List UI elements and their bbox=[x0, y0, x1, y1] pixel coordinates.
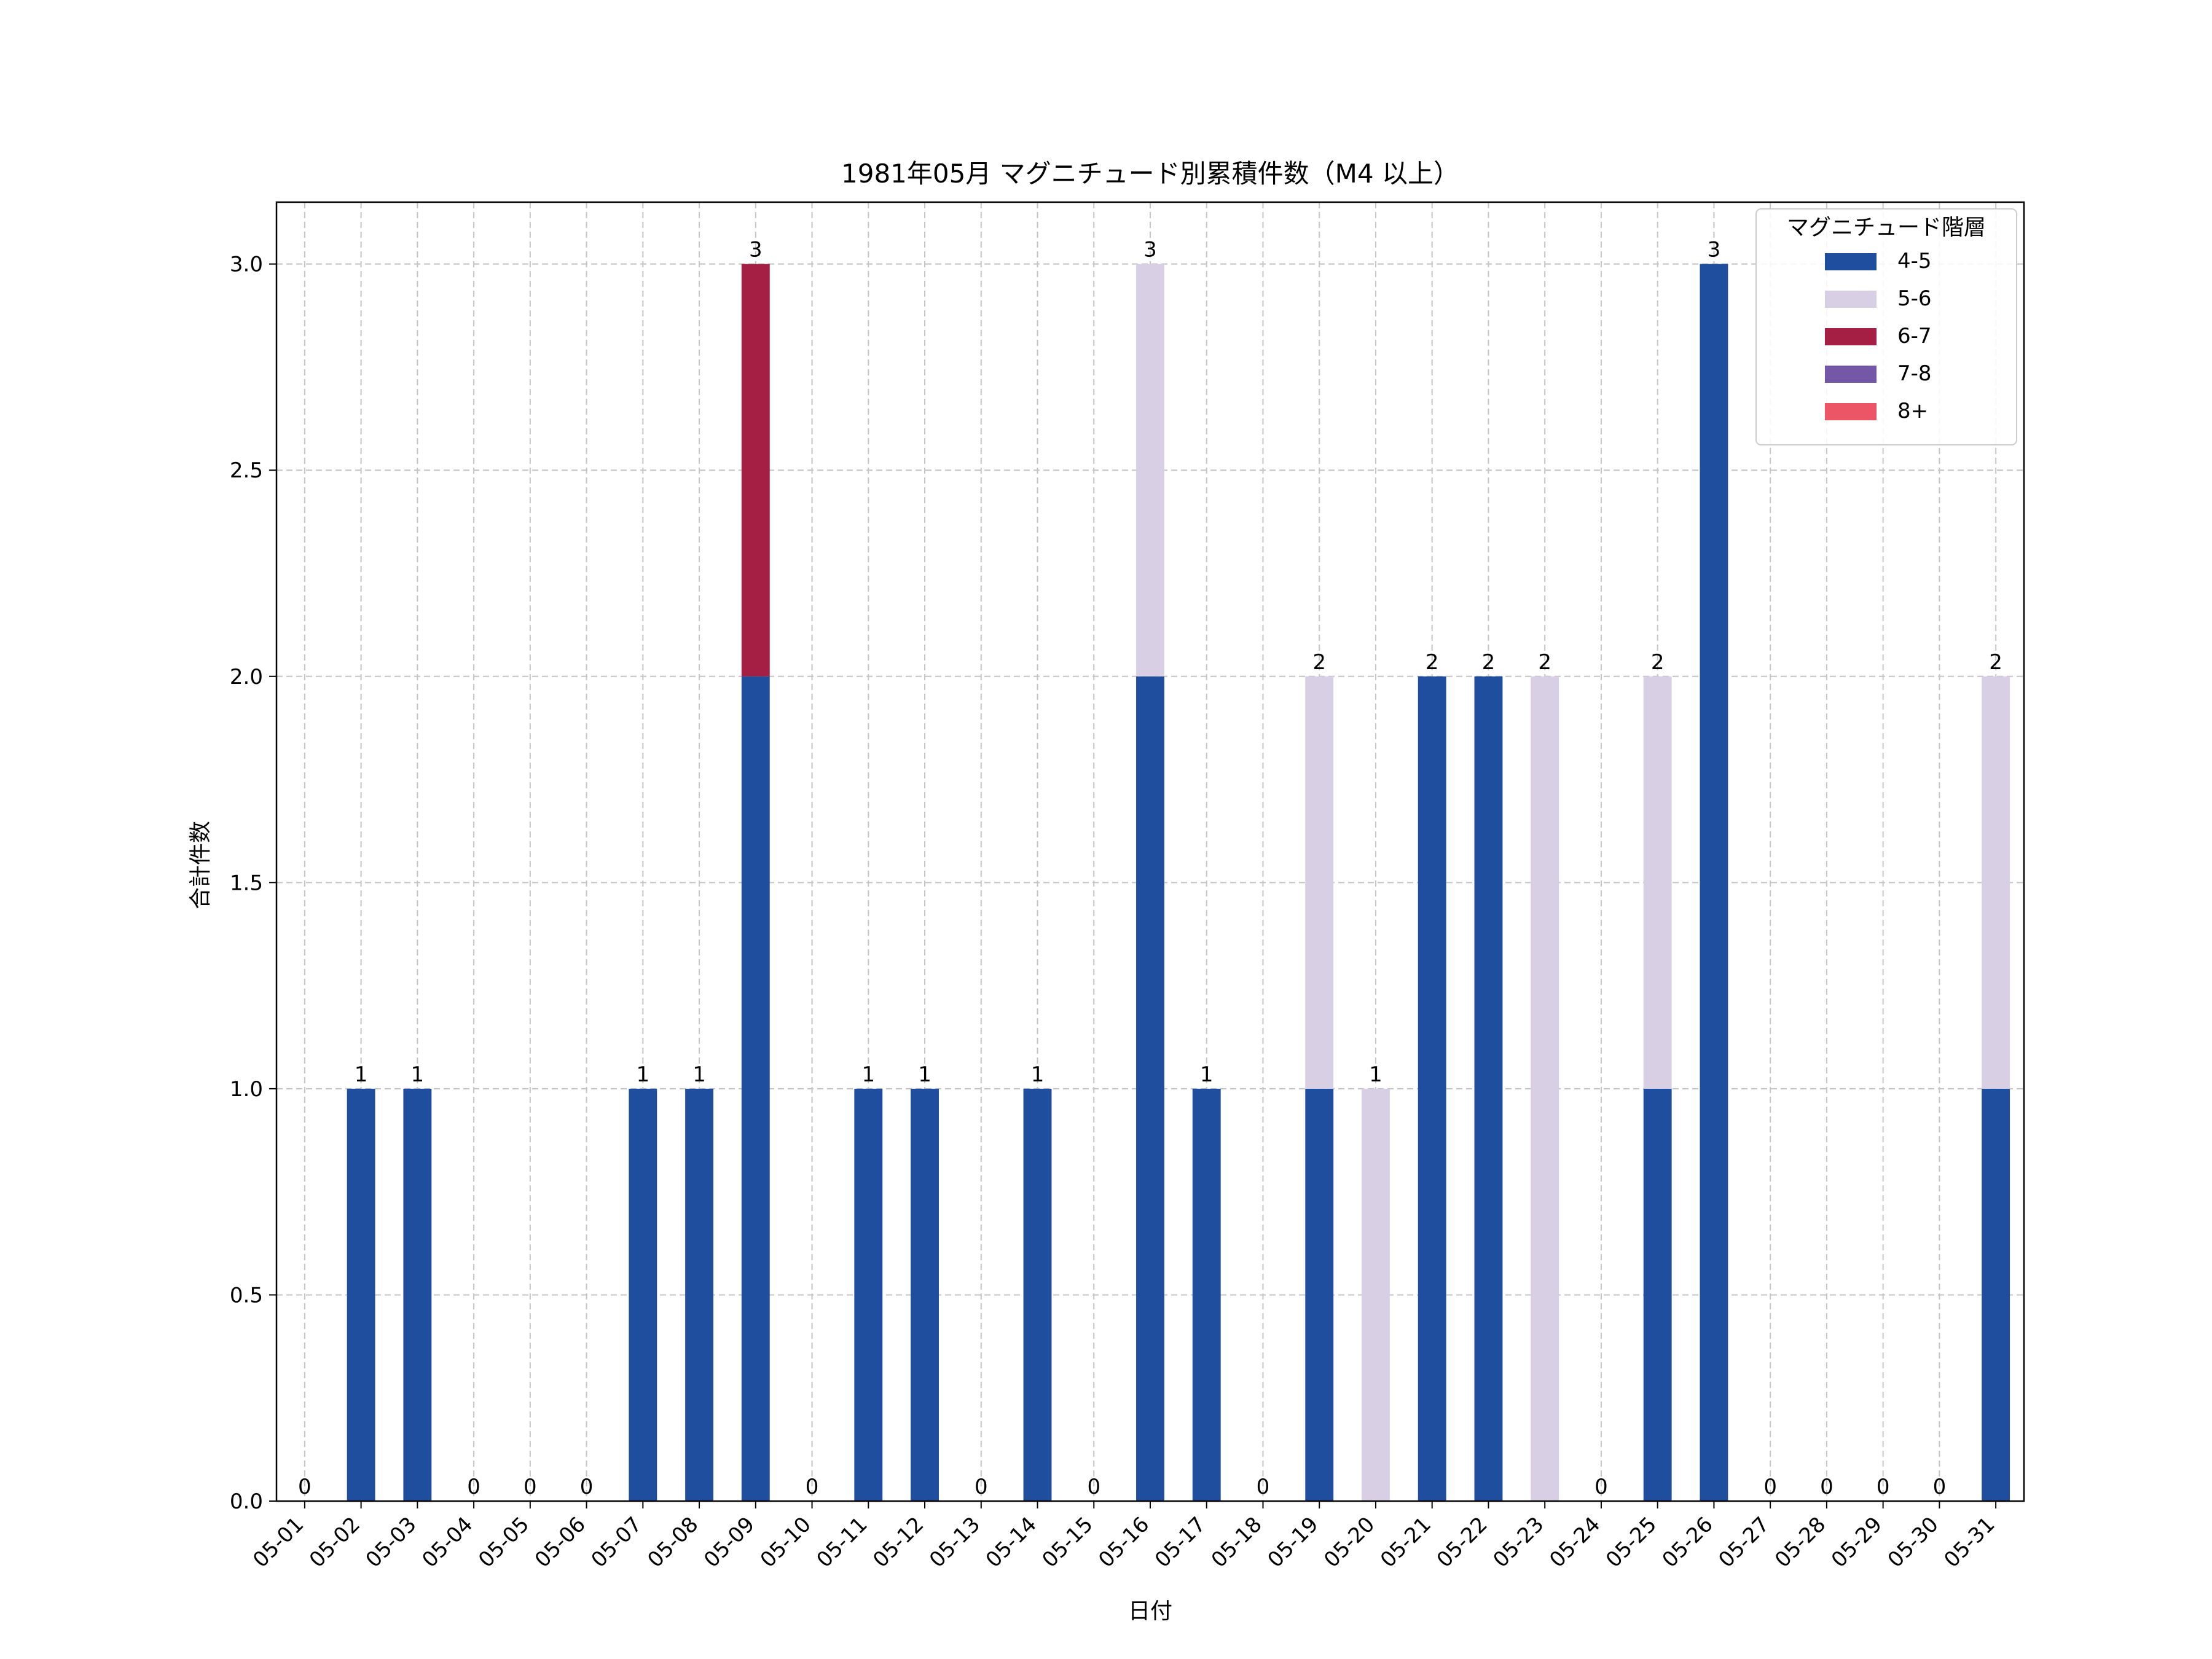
bar-total-label: 1 bbox=[411, 1062, 425, 1087]
bar-segment-4-5 bbox=[1643, 1088, 1672, 1501]
legend: マグニチュード階層 4-5 5-6 6-7 7-8 8+ bbox=[1755, 208, 2017, 445]
bar-segment-4-5 bbox=[403, 1088, 432, 1501]
bars bbox=[347, 264, 2010, 1502]
bar-total-label: 0 bbox=[580, 1475, 594, 1499]
bar-segment-4-5 bbox=[1023, 1088, 1052, 1501]
bar-total-label: 0 bbox=[524, 1475, 537, 1499]
y-tick-label: 3.0 bbox=[230, 253, 263, 277]
legend-swatch bbox=[1825, 366, 1877, 383]
y-axis-label: 合計件数 bbox=[188, 821, 213, 909]
bar-total-label: 1 bbox=[692, 1062, 706, 1087]
bar-total-label: 1 bbox=[1200, 1062, 1214, 1087]
legend-swatch bbox=[1825, 291, 1877, 308]
legend-entry-label: 7-8 bbox=[1897, 361, 1932, 386]
legend-entry-label: 5-6 bbox=[1897, 286, 1932, 311]
bar-segment-5-6 bbox=[1362, 1088, 1390, 1501]
bar-segment-4-5 bbox=[911, 1088, 939, 1501]
legend-entry-label: 6-7 bbox=[1897, 324, 1932, 348]
bar-segment-4-5 bbox=[685, 1088, 713, 1501]
bar-total-label: 1 bbox=[918, 1062, 931, 1087]
bar-total-label: 1 bbox=[1031, 1062, 1045, 1087]
y-tick-label: 2.5 bbox=[230, 458, 263, 483]
bar-segment-4-5 bbox=[1700, 264, 1728, 1502]
bar-total-label: 3 bbox=[749, 238, 763, 262]
bar-total-label: 1 bbox=[355, 1062, 368, 1087]
bar-labels: 0 1 1 0 0 0 1 1 3 0 1 1 0 1 0 3 1 0 2 1 2 2 2 0 2 3 0 0 0 0 2 bbox=[298, 238, 2002, 1499]
bar-total-label: 0 bbox=[806, 1475, 819, 1499]
bar-total-label: 0 bbox=[467, 1475, 480, 1499]
legend-entry-label: 4-5 bbox=[1897, 249, 1932, 273]
bar-total-label: 2 bbox=[1482, 650, 1496, 675]
bar-total-label: 0 bbox=[298, 1475, 312, 1499]
bar-segment-4-5 bbox=[1982, 1088, 2010, 1501]
y-axis-ticks: 0.0 0.5 1.0 1.5 2.0 2.5 3.0 bbox=[230, 253, 276, 1514]
legend-swatch bbox=[1825, 328, 1877, 345]
bar-segment-4-5 bbox=[1136, 676, 1164, 1501]
bar-segment-4-5 bbox=[1418, 676, 1446, 1501]
bar-total-label: 0 bbox=[1877, 1475, 1890, 1499]
bar-total-label: 2 bbox=[1651, 650, 1665, 675]
bar-total-label: 0 bbox=[975, 1475, 988, 1499]
bar-total-label: 1 bbox=[1369, 1062, 1382, 1087]
bar-total-label: 2 bbox=[1538, 650, 1551, 675]
bar-segment-4-5 bbox=[854, 1088, 883, 1501]
bar-total-label: 2 bbox=[1989, 650, 2002, 675]
y-tick-label: 1.5 bbox=[230, 871, 263, 895]
bar-segment-4-5 bbox=[1474, 676, 1503, 1501]
bar-segment-5-6 bbox=[1305, 676, 1334, 1089]
legend-entry-label: 8+ bbox=[1897, 399, 1928, 423]
bar-segment-5-6 bbox=[1136, 264, 1164, 677]
bar-segment-4-5 bbox=[741, 676, 770, 1501]
bar-segment-6-7 bbox=[741, 264, 770, 677]
bar-total-label: 0 bbox=[1257, 1475, 1270, 1499]
y-tick-label: 0.0 bbox=[230, 1489, 263, 1514]
y-tick-label: 1.0 bbox=[230, 1077, 263, 1102]
legend-title: マグニチュード階層 bbox=[1787, 215, 1986, 240]
bar-segment-4-5 bbox=[1192, 1088, 1221, 1501]
y-tick-label: 2.0 bbox=[230, 665, 263, 689]
bar-segment-4-5 bbox=[347, 1088, 375, 1501]
legend-swatch bbox=[1825, 253, 1877, 270]
x-axis-label: 日付 bbox=[1128, 1599, 1172, 1624]
bar-total-label: 0 bbox=[1087, 1475, 1100, 1499]
bar-segment-5-6 bbox=[1982, 676, 2010, 1089]
legend-box bbox=[1755, 208, 2017, 445]
bar-segment-5-6 bbox=[1531, 676, 1559, 1501]
bar-total-label: 0 bbox=[1933, 1475, 1947, 1499]
bar-segment-5-6 bbox=[1643, 676, 1672, 1089]
bar-total-label: 0 bbox=[1820, 1475, 1834, 1499]
bar-total-label: 2 bbox=[1312, 650, 1326, 675]
bar-segment-4-5 bbox=[1305, 1088, 1334, 1501]
bar-total-label: 0 bbox=[1594, 1475, 1608, 1499]
bar-segment-4-5 bbox=[629, 1088, 657, 1501]
bar-total-label: 2 bbox=[1426, 650, 1439, 675]
bar-total-label: 0 bbox=[1763, 1475, 1777, 1499]
legend-swatch bbox=[1825, 403, 1877, 420]
chart-title: 1981年05月 マグニチュード別累積件数（M4 以上） bbox=[841, 159, 1459, 189]
bar-total-label: 3 bbox=[1143, 238, 1157, 262]
bar-total-label: 1 bbox=[861, 1062, 875, 1087]
y-tick-label: 0.5 bbox=[230, 1283, 263, 1308]
bar-total-label: 1 bbox=[637, 1062, 650, 1087]
bar-total-label: 3 bbox=[1708, 238, 1721, 262]
